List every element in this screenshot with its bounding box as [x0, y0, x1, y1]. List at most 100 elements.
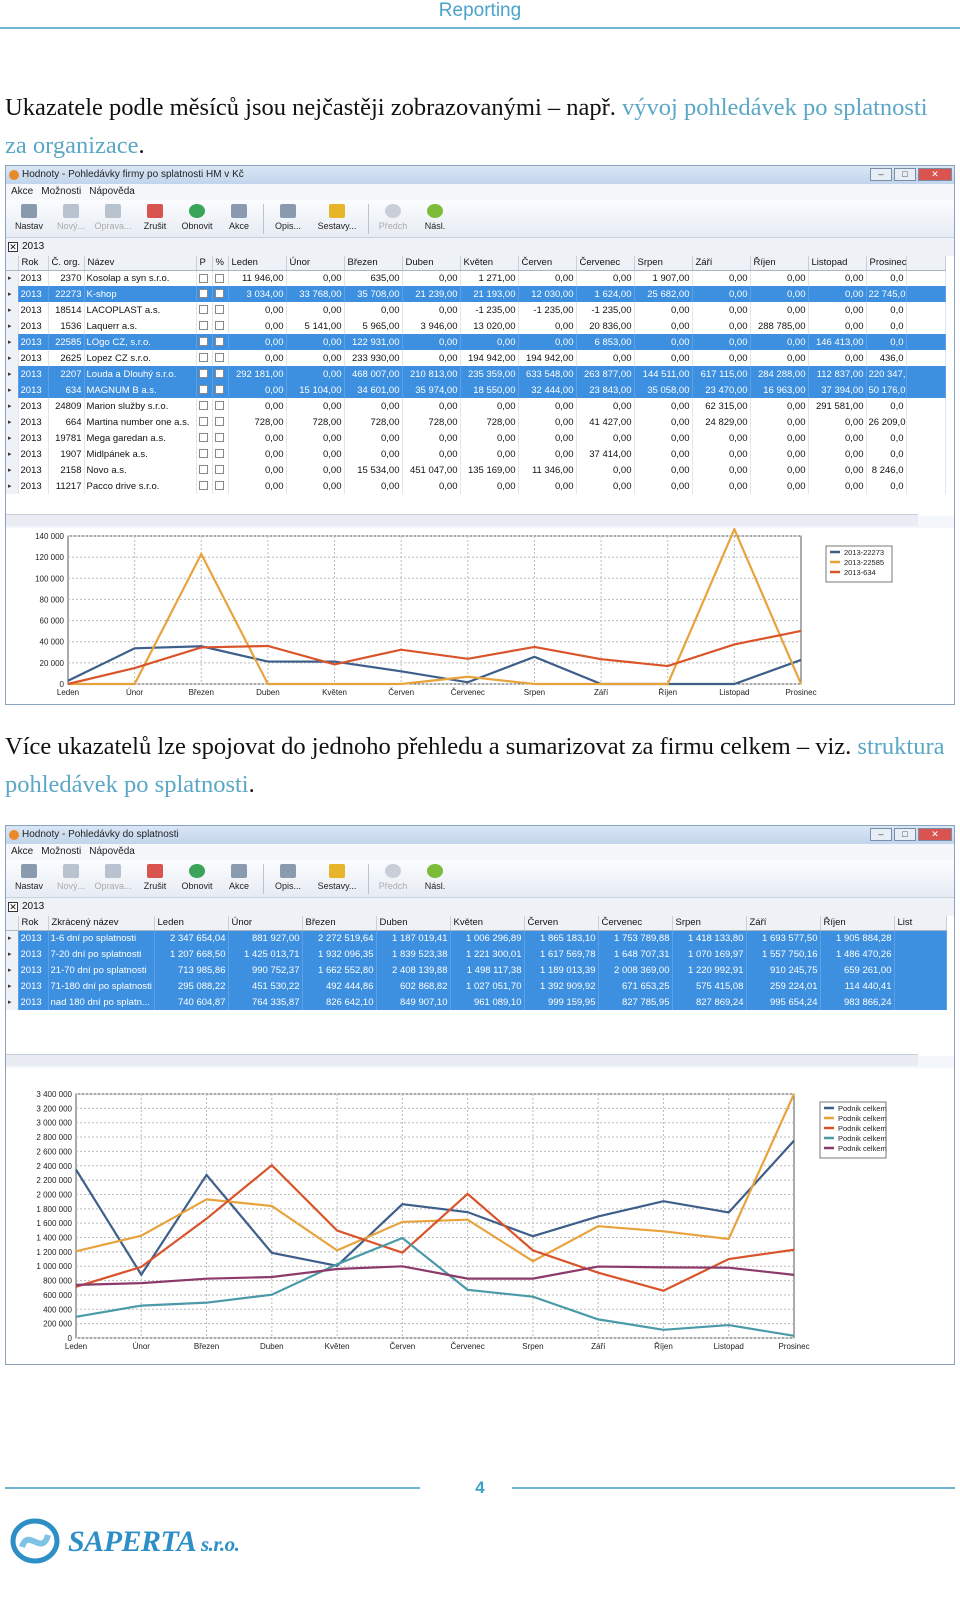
row-checkbox[interactable] — [198, 465, 208, 475]
row-checkbox[interactable] — [198, 417, 208, 427]
column-header[interactable]: Leden — [228, 256, 287, 271]
row-indicator[interactable]: ▸ — [6, 302, 19, 318]
column-header[interactable]: Prosinec — [866, 256, 907, 271]
table-row[interactable]: ▸ 2013 2625 Lopez CZ s.r.o. 0,00 0,00 233 930,… — [6, 350, 946, 366]
row-checkbox[interactable] — [214, 273, 224, 283]
close-tab-icon[interactable]: ✕ — [8, 902, 18, 912]
toolbar-button-1[interactable]: Nový... — [50, 201, 92, 237]
row-indicator[interactable]: ▸ — [6, 318, 19, 334]
link-vyvoj[interactable]: vývoj pohledávek po splatnosti za organi… — [5, 94, 928, 159]
toolbar-button-0[interactable]: Nastav — [8, 201, 50, 237]
link-struktura[interactable]: struktura pohledávek po splatnosti — [5, 733, 945, 798]
toolbar-button-8[interactable]: Předch — [372, 201, 414, 237]
column-header[interactable]: Rok — [18, 916, 49, 931]
tab-2013[interactable]: ✕ 2013 — [6, 898, 954, 916]
row-indicator[interactable]: ▸ — [6, 334, 19, 350]
column-header[interactable]: Březen — [344, 256, 403, 271]
toolbar-button-6[interactable]: Opis... — [267, 201, 309, 237]
toolbar-button-7[interactable]: Sestavy... — [309, 861, 365, 897]
table-row[interactable]: ▸ 2013 2370 Kosolap a syn s.r.o. 11 946,00 0,… — [6, 270, 946, 286]
row-indicator[interactable]: ▸ — [6, 446, 19, 462]
row-checkbox[interactable] — [214, 481, 224, 491]
toolbar-button-9[interactable]: Násl. — [414, 861, 456, 897]
toolbar-button-9[interactable]: Násl. — [414, 201, 456, 237]
row-indicator[interactable]: ▸ — [6, 350, 19, 366]
toolbar-button-4[interactable]: Obnovit — [176, 201, 218, 237]
table-row[interactable]: ▸ 2013 1907 Midlpánek a.s. 0,00 0,00 0,00 0,00 0… — [6, 446, 946, 462]
row-checkbox[interactable] — [198, 321, 208, 331]
column-header[interactable]: P — [196, 256, 213, 271]
table-row[interactable]: ▸ 2013 22585 LOgo CZ, s.r.o. 0,00 0,00 122 931… — [6, 334, 946, 350]
table-row[interactable]: ▸ 2013 24809 Marion služby s.r.o. 0,00 0,00 0,… — [6, 398, 946, 414]
column-header[interactable]: Název — [84, 256, 197, 271]
table-row[interactable]: ▸ 2013 664 Martina number one a.s. 728,00 728… — [6, 414, 946, 430]
menu-akce[interactable]: Akce — [11, 186, 34, 197]
column-header[interactable]: Listopad — [808, 256, 867, 271]
toolbar-button-2[interactable]: Oprava... — [92, 201, 134, 237]
column-header[interactable]: Září — [692, 256, 751, 271]
row-indicator[interactable]: ▸ — [6, 270, 19, 286]
menu-napoveda[interactable]: Nápověda — [89, 186, 135, 197]
row-checkbox[interactable] — [214, 401, 224, 411]
row-checkbox[interactable] — [214, 369, 224, 379]
row-checkbox[interactable] — [198, 401, 208, 411]
column-header[interactable]: Červen — [518, 256, 577, 271]
table-row[interactable]: ▸ 2013 2207 Louda a Dlouhý s.r.o. 292 181,00… — [6, 366, 946, 382]
table-row[interactable]: ▸ 2013 7-20 dní po splatnosti 1 207 668,50 1… — [6, 946, 947, 962]
close-button[interactable]: ✕ — [918, 168, 952, 181]
column-header[interactable]: Č. org. — [48, 256, 85, 271]
row-indicator[interactable]: ▸ — [6, 930, 19, 946]
maximize-button[interactable]: □ — [894, 168, 916, 181]
row-indicator[interactable]: ▸ — [6, 366, 19, 382]
row-checkbox[interactable] — [214, 305, 224, 315]
column-header[interactable]: Červen — [524, 916, 599, 931]
row-checkbox[interactable] — [198, 337, 208, 347]
row-checkbox[interactable] — [198, 385, 208, 395]
row-checkbox[interactable] — [214, 449, 224, 459]
row-checkbox[interactable] — [214, 289, 224, 299]
row-checkbox[interactable] — [198, 433, 208, 443]
column-header[interactable]: Duben — [402, 256, 461, 271]
table-row[interactable]: ▸ 2013 1536 Laquerr a.s. 0,00 5 141,00 5 965,0… — [6, 318, 946, 334]
row-indicator[interactable]: ▸ — [6, 462, 19, 478]
close-button[interactable]: ✕ — [918, 828, 952, 841]
menu-akce[interactable]: Akce — [11, 846, 34, 857]
column-header[interactable]: Srpen — [634, 256, 693, 271]
toolbar-button-4[interactable]: Obnovit — [176, 861, 218, 897]
column-header[interactable]: Leden — [154, 916, 229, 931]
row-indicator[interactable]: ▸ — [6, 398, 19, 414]
column-header[interactable]: Září — [746, 916, 821, 931]
table-row[interactable]: ▸ 2013 nad 180 dní po splatn... 740 604,87 7… — [6, 994, 947, 1010]
column-header[interactable]: Říjen — [820, 916, 895, 931]
column-header[interactable]: Duben — [376, 916, 451, 931]
column-header[interactable]: Srpen — [672, 916, 747, 931]
toolbar-button-5[interactable]: Akce — [218, 201, 260, 237]
column-header[interactable]: % — [212, 256, 229, 271]
table-row[interactable]: ▸ 2013 71-180 dní po splatnosti 295 088,22 4… — [6, 978, 947, 994]
close-tab-icon[interactable]: ✕ — [8, 242, 18, 252]
table-row[interactable]: ▸ 2013 11217 Pacco drive s.r.o. 0,00 0,00 0,00… — [6, 478, 946, 494]
maximize-button[interactable]: □ — [894, 828, 916, 841]
row-checkbox[interactable] — [198, 369, 208, 379]
minimize-button[interactable]: – — [870, 168, 892, 181]
table-row[interactable]: ▸ 2013 634 MAGNUM B a.s. 0,00 15 104,00 34 601… — [6, 382, 946, 398]
column-header[interactable]: Květen — [460, 256, 519, 271]
row-checkbox[interactable] — [198, 481, 208, 491]
row-checkbox[interactable] — [214, 417, 224, 427]
row-indicator[interactable]: ▸ — [6, 478, 19, 494]
toolbar-button-5[interactable]: Akce — [218, 861, 260, 897]
toolbar-button-8[interactable]: Předch — [372, 861, 414, 897]
table-row[interactable]: ▸ 2013 2158 Novo a.s. 0,00 0,00 15 534,00 451 0… — [6, 462, 946, 478]
horizontal-scrollbar[interactable] — [6, 1054, 918, 1066]
row-indicator[interactable]: ▸ — [6, 994, 19, 1010]
row-indicator[interactable]: ▸ — [6, 286, 19, 302]
toolbar-button-3[interactable]: Zrušit — [134, 861, 176, 897]
row-indicator[interactable]: ▸ — [6, 962, 19, 978]
menu-napoveda[interactable]: Nápověda — [89, 846, 135, 857]
row-checkbox[interactable] — [198, 273, 208, 283]
column-header[interactable]: Červenec — [598, 916, 673, 931]
column-header[interactable]: Únor — [286, 256, 345, 271]
toolbar-button-1[interactable]: Nový... — [50, 861, 92, 897]
row-checkbox[interactable] — [214, 433, 224, 443]
table-row[interactable]: ▸ 2013 21-70 dní po splatnosti 713 985,86 99… — [6, 962, 947, 978]
